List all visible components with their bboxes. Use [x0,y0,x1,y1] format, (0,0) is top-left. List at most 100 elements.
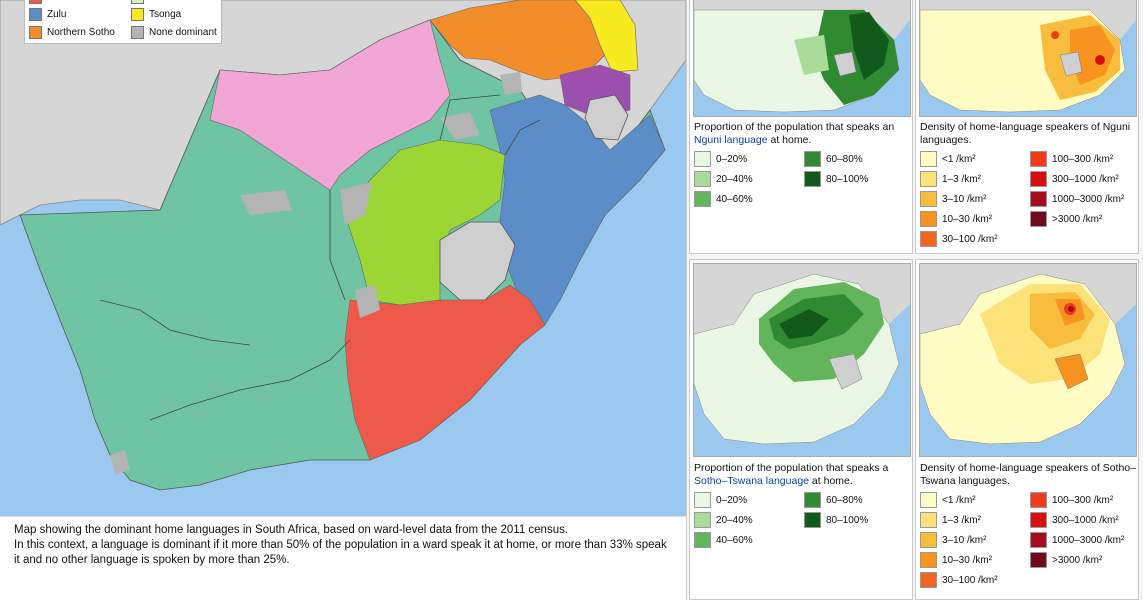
nguni-density-panel: Density of home-language speakers of Ngu… [915,0,1139,254]
sotho-tswana-proportion-thumbnail[interactable] [693,263,911,457]
legend-label: None dominant [149,27,217,38]
sotho-tswana-density-thumbnail[interactable] [919,263,1137,457]
legend-item-tsonga: Tsonga [131,8,181,21]
legend-swatch [920,231,937,247]
legend-swatch [29,8,42,21]
legend-swatch [804,512,821,528]
legend-swatch [694,512,711,528]
dominant-language-map: Zulu Tsonga Northern Sotho None dominant [0,0,686,516]
legend-row: 3–10 /km² [920,532,986,548]
legend-swatch [694,492,711,508]
nguni-language-link[interactable]: Nguni language [694,134,768,146]
tswana-region [209,19,451,191]
thumb-lesotho [1054,353,1089,390]
legend-label: Northern Sotho [47,27,115,38]
legend-swatch [920,191,937,207]
legend-row: 100–300 /km² [1030,151,1113,167]
legend-label: Tsonga [149,9,182,20]
legend-row: 100–300 /km² [1030,492,1113,508]
caption-text: Density of home-language speakers of [920,462,1103,474]
legend-swatch [694,151,711,167]
legend-label: 300–1000 /km² [1052,173,1119,185]
legend-row: 10–30 /km² [920,552,992,568]
legend-swatch [694,171,711,187]
legend-row: >3000 /km² [1030,552,1102,568]
legend-swatch [131,26,144,39]
legend-swatch [1030,191,1047,207]
legend-swatch [920,572,937,588]
legend-row: 1–3 /km² [920,512,981,528]
legend-swatch [29,0,42,4]
thumb-lesotho [828,353,863,390]
legend-swatch [1030,492,1047,508]
legend-swatch [804,171,821,187]
legend-swatch [920,532,937,548]
nguni-proportion-thumbnail[interactable] [693,0,911,117]
legend-label: >3000 /km² [1052,213,1103,225]
xhosa-region [344,284,546,461]
legend-label: 60–80% [826,153,863,165]
caption-text: Nguni languages. [920,121,1131,146]
map-caption: Map showing the dominant home languages … [0,516,686,600]
legend-label: 30–100 /km² [942,233,998,245]
nguni-density-thumbnail[interactable] [919,0,1137,117]
thumb-density-peak [1068,306,1074,312]
thumb-lesotho [833,51,857,77]
legend-label: 0–20% [716,494,748,506]
legend-swatch [920,151,937,167]
sotho-tswana-density-map [920,264,1136,456]
legend-swatch [920,211,937,227]
legend-label: >3000 /km² [1052,554,1103,566]
thumb-density-peak [1051,31,1059,39]
legend-label: 100–300 /km² [1052,494,1114,506]
legend-row: 40–60% [694,191,753,207]
none-dominant-patch [110,450,130,475]
map-svg [0,0,686,491]
caption-text: Density of home-language speakers of [920,121,1103,133]
thumb-lesotho [1059,51,1083,77]
legend-label: Zulu [47,9,67,20]
legend-item-northern-sotho: Northern Sotho [29,26,115,39]
zulu-region [489,94,666,326]
legend-swatch [131,8,144,21]
legend-label: 10–30 /km² [942,554,993,566]
legend-label: 80–100% [826,173,869,185]
legend-item-prev-2 [131,0,144,4]
legend-label: <1 /km² [942,494,976,506]
legend-swatch [804,492,821,508]
none-dominant-patch [355,285,380,318]
legend-row: 1–3 /km² [920,171,981,187]
none-dominant-patch [340,182,372,225]
legend-item-none-dominant: None dominant [131,26,217,39]
legend-label: 1–3 /km² [942,514,981,526]
legend-label: <1 /km² [942,153,976,165]
legend-swatch [694,191,711,207]
legend-row: 300–1000 /km² [1030,512,1119,528]
nguni-density-map [920,0,1136,116]
sotho-tswana-proportion-caption: Proportion of the population that speaks… [694,462,910,488]
thumb-very-high-share [779,309,829,339]
legend-label: 3–10 /km² [942,534,987,546]
province-borders [99,94,541,421]
legend-label: 100–300 /km² [1052,153,1114,165]
legend-row: 3–10 /km² [920,191,986,207]
legend-row: 0–20% [694,151,747,167]
legend-swatch [1030,532,1047,548]
caption-text: Proportion of the population that speaks… [694,462,889,474]
legend-row: 30–100 /km² [920,572,998,588]
map-legend: Zulu Tsonga Northern Sotho None dominant [24,0,222,44]
legend-swatch [29,26,42,39]
legend-swatch [920,512,937,528]
legend-row: 60–80% [804,492,863,508]
legend-row: <1 /km² [920,151,976,167]
sotho-tswana-proportion-panel: Proportion of the population that speaks… [689,259,913,600]
legend-label: 30–100 /km² [942,574,998,586]
legend-row: 0–20% [694,492,747,508]
eswatini [584,94,629,141]
legend-row: <1 /km² [920,492,976,508]
legend-swatch [1030,171,1047,187]
legend-swatch [1030,151,1047,167]
sotho-tswana-language-link[interactable]: Sotho–Tswana language [694,475,810,487]
caption-text: Sotho–Tswana languages. [920,462,1136,487]
legend-row: 1000–3000 /km² [1030,532,1124,548]
